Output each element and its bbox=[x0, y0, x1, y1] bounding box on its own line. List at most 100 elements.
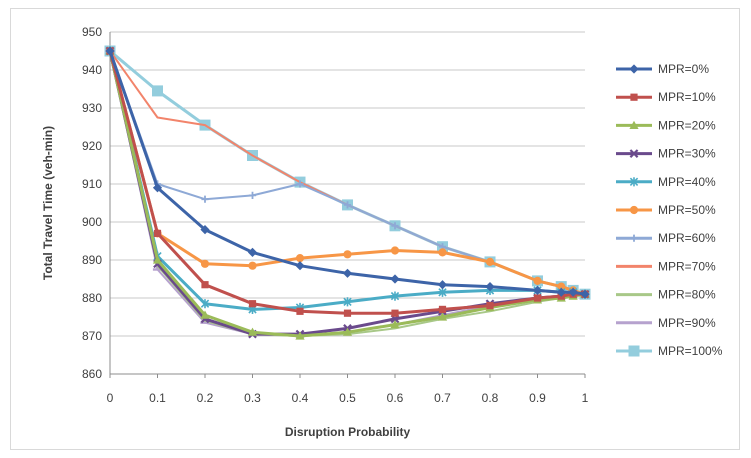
data-point bbox=[343, 250, 352, 259]
data-point bbox=[533, 276, 542, 285]
data-point bbox=[556, 287, 566, 297]
y-tick-label: 870 bbox=[82, 329, 102, 343]
data-point bbox=[630, 93, 638, 101]
x-tick-label: 0.9 bbox=[529, 391, 546, 405]
x-tick-label: 0.7 bbox=[434, 391, 451, 405]
legend-item: MPR=80% bbox=[616, 288, 716, 302]
data-point bbox=[153, 229, 162, 237]
x-axis-title: Disruption Probability bbox=[285, 425, 411, 439]
data-point bbox=[628, 345, 640, 357]
legend-item: MPR=60% bbox=[616, 231, 716, 245]
x-tick-label: 1 bbox=[582, 391, 589, 405]
legend-item: MPR=90% bbox=[616, 316, 716, 330]
data-point bbox=[580, 289, 590, 299]
data-point bbox=[152, 85, 163, 97]
legend-label: MPR=50% bbox=[658, 203, 716, 217]
data-point bbox=[200, 225, 210, 235]
data-point bbox=[247, 247, 258, 257]
legend-label: MPR=30% bbox=[658, 147, 716, 161]
y-axis-title: Total Travel Time (veh-min) bbox=[41, 126, 55, 280]
data-point bbox=[200, 299, 210, 309]
data-point bbox=[200, 259, 210, 268]
legend-label: MPR=20% bbox=[658, 118, 716, 132]
data-point bbox=[438, 305, 447, 313]
legend-item: MPR=30% bbox=[616, 147, 716, 161]
data-point bbox=[390, 320, 400, 329]
data-point bbox=[630, 234, 638, 242]
y-tick-label: 920 bbox=[82, 139, 102, 153]
data-point bbox=[533, 294, 542, 302]
legend-item: MPR=0% bbox=[616, 62, 709, 76]
series-mpr-0- bbox=[105, 46, 590, 299]
x-tick-label: 0.6 bbox=[387, 391, 404, 405]
x-tick-label: 0.8 bbox=[482, 391, 499, 405]
data-point bbox=[557, 282, 566, 291]
data-point bbox=[390, 291, 400, 301]
legend-label: MPR=60% bbox=[658, 231, 716, 245]
data-point bbox=[201, 281, 209, 289]
y-tick-label: 950 bbox=[82, 25, 102, 39]
legend-item: MPR=20% bbox=[616, 118, 716, 132]
data-point bbox=[485, 282, 495, 292]
data-point bbox=[152, 255, 163, 264]
data-point bbox=[390, 274, 400, 284]
legend-label: MPR=80% bbox=[658, 288, 716, 302]
legend-label: MPR=10% bbox=[658, 90, 716, 104]
y-tick-label: 940 bbox=[82, 63, 102, 77]
series-mpr-100- bbox=[104, 45, 591, 300]
legend-item: MPR=70% bbox=[616, 259, 716, 273]
x-tick-label: 0.5 bbox=[339, 391, 356, 405]
legend-item: MPR=40% bbox=[616, 175, 716, 189]
legend-item: MPR=50% bbox=[616, 203, 716, 217]
legend-label: MPR=100% bbox=[658, 344, 723, 358]
data-point bbox=[629, 149, 639, 158]
legend-item: MPR=100% bbox=[616, 344, 723, 358]
data-point bbox=[248, 261, 257, 270]
y-tick-label: 930 bbox=[82, 101, 102, 115]
data-point bbox=[390, 246, 400, 255]
data-point bbox=[295, 254, 305, 263]
data-point bbox=[152, 183, 163, 193]
x-tick-label: 0.1 bbox=[149, 391, 166, 405]
x-tick-label: 0 bbox=[107, 391, 114, 405]
data-point bbox=[437, 280, 448, 290]
data-point bbox=[295, 331, 305, 340]
data-point bbox=[437, 312, 448, 321]
data-point bbox=[629, 177, 639, 187]
series-mpr-90- bbox=[105, 49, 590, 338]
x-tick-label: 0.3 bbox=[244, 391, 261, 405]
data-point bbox=[247, 327, 258, 336]
data-point bbox=[568, 287, 578, 297]
data-point bbox=[343, 201, 352, 209]
legend-item: MPR=10% bbox=[616, 90, 716, 104]
y-tick-label: 880 bbox=[82, 291, 102, 305]
series-mpr-50- bbox=[105, 46, 590, 299]
y-tick-label: 860 bbox=[82, 367, 102, 381]
data-point bbox=[296, 180, 304, 188]
data-point bbox=[200, 310, 210, 319]
legend-label: MPR=40% bbox=[658, 175, 716, 189]
series-mpr-20- bbox=[105, 46, 590, 340]
data-point bbox=[342, 327, 353, 336]
data-point bbox=[391, 222, 399, 230]
data-point bbox=[629, 64, 639, 74]
legend-label: MPR=0% bbox=[658, 62, 709, 76]
y-tick-label: 900 bbox=[82, 215, 102, 229]
data-point bbox=[201, 195, 209, 203]
legend-label: MPR=70% bbox=[658, 259, 716, 273]
data-point bbox=[391, 309, 399, 317]
data-point bbox=[105, 46, 115, 56]
data-point bbox=[485, 257, 495, 266]
data-point bbox=[296, 307, 304, 315]
data-point bbox=[248, 191, 257, 199]
data-point bbox=[343, 309, 352, 317]
data-point bbox=[629, 205, 639, 215]
legend-label: MPR=90% bbox=[658, 316, 716, 330]
data-point bbox=[295, 261, 305, 271]
data-point bbox=[629, 120, 639, 129]
y-tick-label: 890 bbox=[82, 253, 102, 267]
data-point bbox=[248, 300, 257, 308]
data-point bbox=[438, 248, 447, 257]
data-point bbox=[486, 302, 494, 310]
